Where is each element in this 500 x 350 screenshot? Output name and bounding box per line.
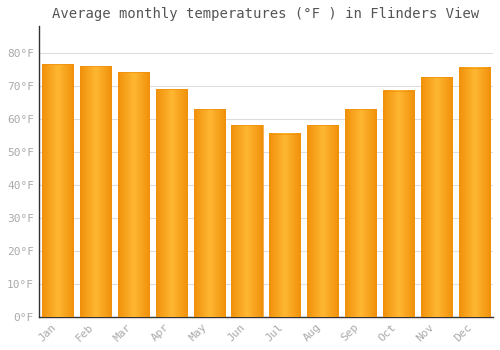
- Bar: [232, 125, 262, 317]
- Bar: [421, 77, 452, 317]
- Bar: [80, 66, 111, 317]
- Bar: [194, 109, 224, 317]
- Bar: [42, 64, 74, 317]
- Bar: [156, 89, 187, 317]
- Bar: [307, 125, 338, 317]
- Title: Average monthly temperatures (°F ) in Flinders View: Average monthly temperatures (°F ) in Fl…: [52, 7, 480, 21]
- Bar: [383, 91, 414, 317]
- Bar: [118, 72, 149, 317]
- Bar: [270, 134, 300, 317]
- Bar: [458, 68, 490, 317]
- Bar: [345, 109, 376, 317]
